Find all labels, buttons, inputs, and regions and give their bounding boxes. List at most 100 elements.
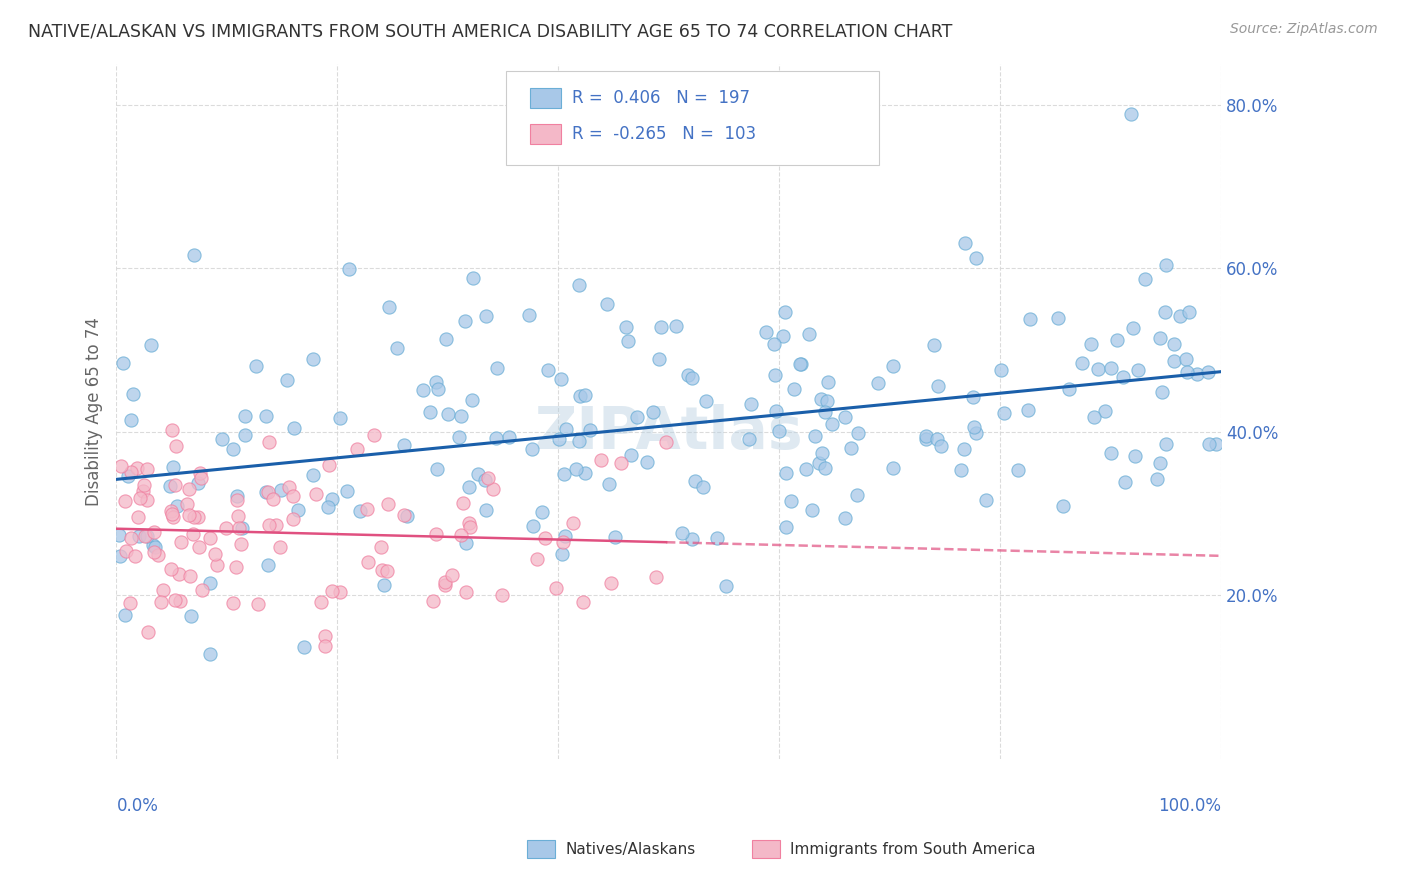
Point [187, 476, 209, 491]
Point [1112, 369, 1135, 384]
Point [166, 499, 188, 513]
Point [641, 405, 664, 419]
Point [678, 368, 700, 383]
Point [143, 540, 166, 554]
Point [176, 497, 198, 511]
Point [671, 526, 693, 541]
Text: Source: ZipAtlas.com: Source: ZipAtlas.com [1230, 22, 1378, 37]
Point [962, 391, 984, 405]
Point [183, 509, 205, 524]
Point [314, 629, 336, 643]
Point [645, 570, 668, 584]
Point [136, 462, 159, 476]
Point [1126, 363, 1149, 377]
Point [356, 502, 378, 516]
Point [129, 491, 152, 505]
Point [486, 360, 509, 375]
Point [990, 363, 1012, 377]
Point [179, 569, 201, 583]
Point [965, 425, 987, 440]
Point [1052, 499, 1074, 513]
Point [927, 379, 949, 393]
Point [132, 477, 155, 491]
Point [257, 518, 280, 533]
Point [1154, 436, 1177, 450]
Point [329, 585, 352, 599]
Point [533, 531, 555, 545]
Point [229, 537, 252, 551]
Point [108, 549, 131, 564]
Point [755, 325, 778, 339]
Point [522, 519, 544, 533]
Point [772, 329, 794, 343]
Point [554, 529, 576, 543]
Point [162, 507, 184, 521]
Point [841, 441, 863, 455]
Point [477, 471, 499, 485]
Point [814, 461, 837, 475]
Y-axis label: Disability Age 65 to 74: Disability Age 65 to 74 [86, 317, 103, 506]
Point [450, 409, 472, 424]
Point [125, 460, 148, 475]
Point [110, 459, 132, 474]
Point [165, 439, 187, 453]
Point [375, 564, 398, 578]
Point [845, 488, 868, 502]
Point [1154, 305, 1177, 319]
Point [811, 446, 834, 460]
Point [1198, 437, 1220, 451]
Point [191, 582, 214, 597]
Point [603, 529, 626, 543]
Text: Natives/Alaskans: Natives/Alaskans [565, 842, 696, 856]
Point [357, 555, 380, 569]
Point [269, 540, 291, 554]
Point [765, 403, 787, 417]
Point [441, 568, 464, 582]
Point [270, 483, 292, 497]
Point [598, 476, 620, 491]
Point [965, 252, 987, 266]
Point [915, 432, 938, 446]
Point [1087, 362, 1109, 376]
Point [1152, 384, 1174, 399]
Point [1175, 365, 1198, 379]
Text: R =  0.406   N =  197: R = 0.406 N = 197 [572, 89, 751, 107]
Point [177, 508, 200, 522]
Point [425, 526, 447, 541]
Point [1146, 472, 1168, 486]
Point [336, 483, 359, 498]
Point [614, 320, 637, 334]
Point [337, 262, 360, 277]
Point [188, 467, 211, 481]
Point [231, 521, 253, 535]
Point [762, 336, 785, 351]
Point [814, 405, 837, 419]
Point [565, 462, 588, 476]
Point [550, 547, 572, 561]
Point [198, 576, 221, 591]
Point [963, 420, 986, 434]
Point [498, 430, 520, 444]
Point [257, 558, 280, 572]
Point [226, 509, 249, 524]
Point [396, 509, 419, 524]
Point [544, 582, 567, 596]
Point [589, 452, 612, 467]
Point [228, 521, 250, 535]
Point [821, 417, 844, 431]
Point [143, 525, 166, 540]
Point [278, 480, 301, 494]
Point [648, 351, 671, 366]
Point [139, 337, 162, 351]
Point [1080, 337, 1102, 351]
Point [773, 305, 796, 319]
Point [451, 496, 474, 510]
Point [426, 461, 449, 475]
Point [1121, 107, 1143, 121]
Point [610, 456, 633, 470]
Point [1017, 402, 1039, 417]
Point [789, 357, 811, 371]
Point [450, 528, 472, 542]
Point [1083, 410, 1105, 425]
Point [572, 595, 595, 609]
